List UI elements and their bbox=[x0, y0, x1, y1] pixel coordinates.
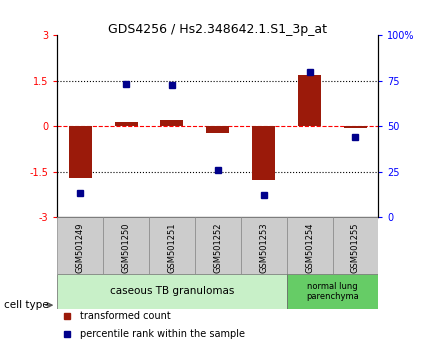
Bar bbox=[195, 217, 241, 274]
Text: GSM501255: GSM501255 bbox=[351, 222, 360, 273]
Text: GSM501250: GSM501250 bbox=[121, 222, 131, 273]
Bar bbox=[286, 217, 333, 274]
Bar bbox=[103, 217, 149, 274]
Bar bbox=[57, 274, 286, 309]
Text: cell type: cell type bbox=[4, 300, 49, 310]
Bar bbox=[252, 126, 275, 179]
Text: GSM501251: GSM501251 bbox=[167, 222, 176, 273]
Bar bbox=[57, 217, 103, 274]
Text: GSM501253: GSM501253 bbox=[259, 222, 268, 273]
Text: percentile rank within the sample: percentile rank within the sample bbox=[80, 329, 245, 338]
Bar bbox=[241, 217, 286, 274]
Text: GDS4256 / Hs2.348642.1.S1_3p_at: GDS4256 / Hs2.348642.1.S1_3p_at bbox=[108, 23, 327, 36]
Bar bbox=[114, 122, 137, 126]
Bar bbox=[298, 75, 321, 126]
Text: GSM501252: GSM501252 bbox=[213, 222, 222, 273]
Bar bbox=[344, 126, 367, 128]
Bar bbox=[161, 120, 183, 126]
Text: transformed count: transformed count bbox=[80, 312, 170, 321]
Text: GSM501254: GSM501254 bbox=[305, 222, 314, 273]
Bar bbox=[286, 274, 378, 309]
Bar bbox=[333, 217, 378, 274]
Bar bbox=[149, 217, 195, 274]
Text: caseous TB granulomas: caseous TB granulomas bbox=[110, 286, 234, 296]
Bar bbox=[69, 126, 92, 178]
Text: normal lung
parenchyma: normal lung parenchyma bbox=[306, 282, 359, 301]
Bar bbox=[206, 126, 229, 132]
Text: GSM501249: GSM501249 bbox=[76, 222, 84, 273]
